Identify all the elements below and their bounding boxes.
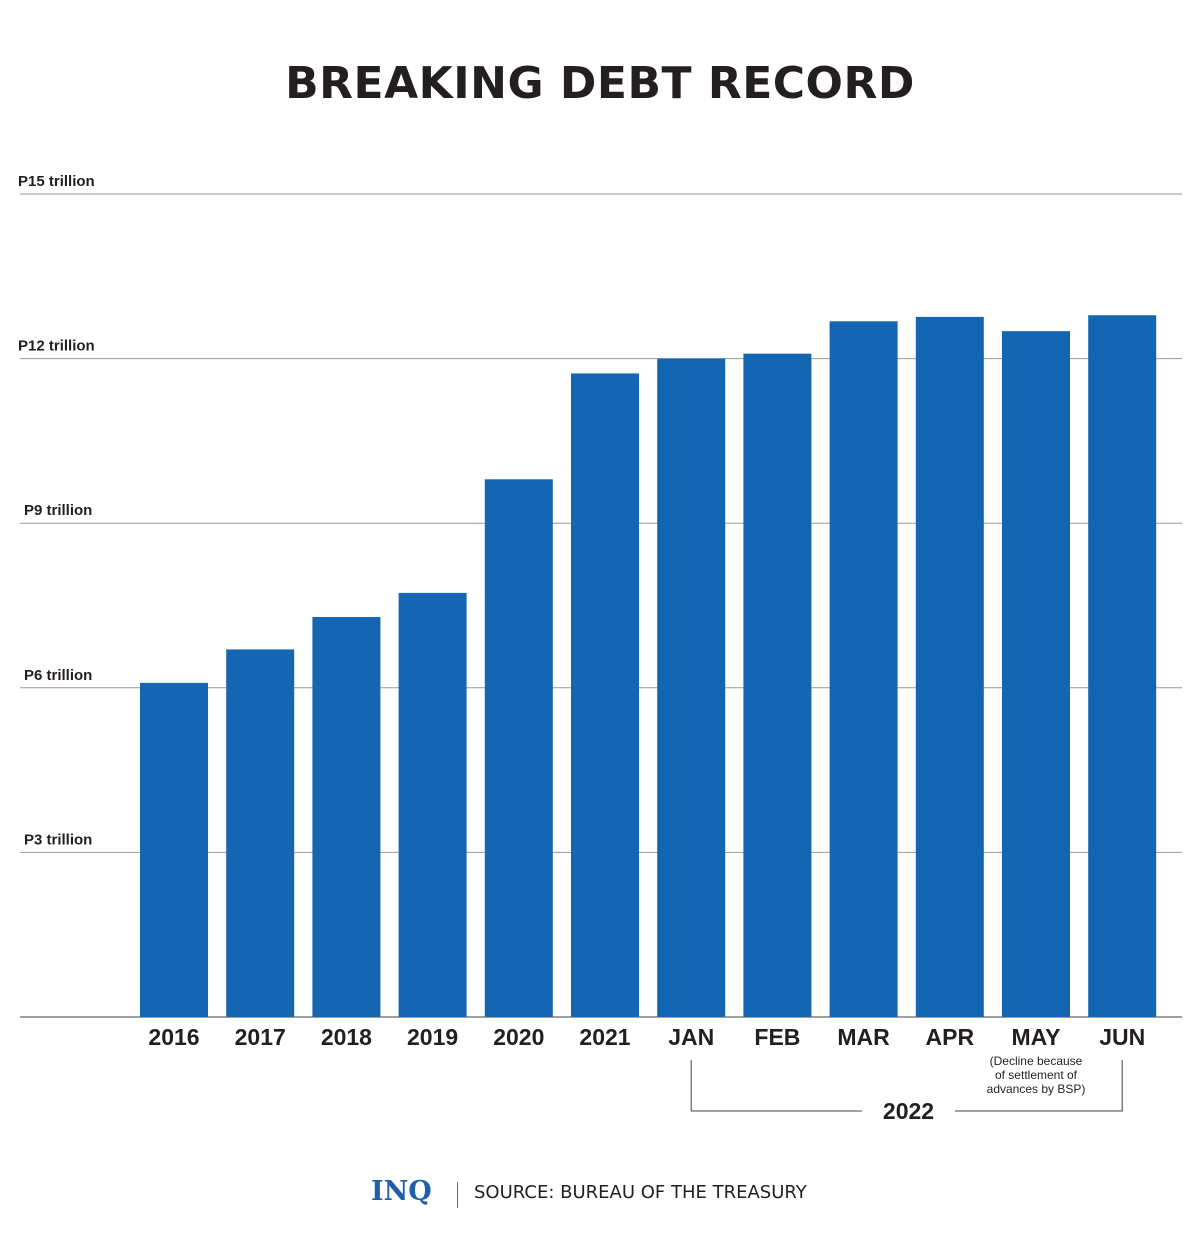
x-category-label: 2016 — [148, 1024, 199, 1050]
group-bracket-left — [690, 1060, 862, 1112]
x-category-label: 2020 — [493, 1024, 544, 1050]
bar — [484, 479, 553, 1018]
y-tick-label: P6 trillion — [24, 667, 92, 684]
x-category-label: JAN — [668, 1024, 714, 1050]
x-category-label: 2017 — [235, 1024, 286, 1050]
x-category-label: 2021 — [579, 1024, 630, 1050]
y-tick-label: P3 trillion — [24, 831, 92, 848]
x-category-label: FEB — [754, 1024, 800, 1050]
chart-title: BREAKING DEBT RECORD — [285, 58, 915, 109]
y-tick-label: P15 trillion — [18, 173, 95, 190]
group-label: 2022 — [883, 1098, 934, 1124]
bars-layer — [140, 315, 1157, 1018]
x-category-label: 2018 — [321, 1024, 372, 1050]
source-text: SOURCE: BUREAU OF THE TREASURY — [474, 1182, 807, 1203]
y-tick-label: P9 trillion — [24, 502, 92, 519]
bar — [571, 373, 639, 1017]
bar — [398, 592, 467, 1017]
bar — [743, 353, 812, 1017]
footer-divider — [457, 1182, 458, 1208]
x-category-label: APR — [926, 1024, 975, 1050]
x-category-label: MAY — [1012, 1024, 1061, 1050]
bar — [1002, 331, 1070, 1018]
x-category-label: MAR — [837, 1024, 890, 1050]
bar — [226, 649, 295, 1017]
bar — [140, 682, 208, 1017]
bar — [312, 617, 381, 1017]
x-category-label: JUN — [1099, 1024, 1145, 1050]
annotation-text: advances by BSP) — [987, 1082, 1086, 1096]
footer: INQ SOURCE: BUREAU OF THE TREASURY — [0, 1176, 1200, 1216]
y-tick-label: P12 trillion — [18, 338, 95, 355]
annotation-text: (Decline because — [990, 1054, 1083, 1068]
labels-layer: P3 trillion P6 trillion P9 trillion P12 tri… — [18, 173, 1145, 1124]
group-bracket-right — [955, 1060, 1123, 1112]
bar — [829, 321, 898, 1018]
inq-logo: INQ — [371, 1176, 432, 1207]
bar — [915, 316, 984, 1017]
bar — [1088, 315, 1157, 1017]
x-category-label: 2019 — [407, 1024, 458, 1050]
annotation-text: of settlement of — [995, 1068, 1078, 1082]
bar — [657, 358, 726, 1018]
